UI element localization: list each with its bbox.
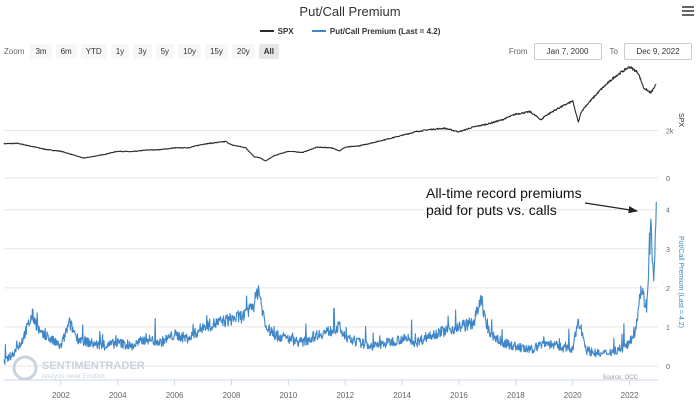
zoom-button-20y[interactable]: 20y	[231, 44, 255, 59]
x-tick-label: 2010	[279, 391, 297, 400]
y-axis-title: SPX	[677, 113, 684, 127]
watermark-brand: SENTIMENTRADER	[42, 360, 145, 372]
series-line-spx[interactable]	[3, 66, 657, 162]
zoom-button-3m[interactable]: 3m	[30, 44, 52, 59]
y-tick-label: 2	[666, 286, 670, 293]
zoom-button-3y[interactable]: 3y	[133, 44, 152, 59]
x-tick-label: 2018	[507, 391, 525, 400]
zoom-button-15y[interactable]: 15y	[204, 44, 228, 59]
range-from-input[interactable]: Jan 7, 2000	[533, 43, 602, 60]
annotation-arrow	[584, 202, 639, 214]
zoom-bar: Zoom 3m 6m YTD 1y 3y 5y 10y 15y 20y All	[4, 44, 283, 59]
y-tick-label: 0	[666, 176, 670, 183]
x-tick-label: 2002	[52, 391, 70, 400]
y-tick-label: 0	[666, 364, 670, 371]
legend-item-pcp[interactable]: Put/Call Premium (Last = 4.2)	[311, 26, 441, 36]
x-tick-label: 2012	[336, 391, 354, 400]
zoom-button-6m[interactable]: 6m	[55, 44, 77, 59]
legend: SPX Put/Call Premium (Last = 4.2)	[0, 25, 700, 36]
zoom-label: Zoom	[4, 47, 25, 56]
source-note: Source: OCC	[602, 375, 638, 381]
legend-item-spx[interactable]: SPX	[259, 26, 294, 36]
zoom-button-ytd[interactable]: YTD	[80, 44, 107, 59]
watermark-logo-icon	[12, 355, 38, 381]
zoom-button-10y[interactable]: 10y	[178, 44, 201, 59]
watermark-tagline: Analysis never Emotion	[42, 374, 105, 380]
legend-line-pcp-icon	[311, 30, 326, 32]
range-to-label: To	[609, 47, 618, 56]
range-to-input[interactable]: Dec 9, 2022	[624, 43, 692, 60]
x-tick-label: 2022	[621, 391, 639, 400]
zoom-button-1y[interactable]: 1y	[110, 44, 130, 59]
y-tick-label: 2k	[666, 129, 674, 136]
y-tick-label: 4	[666, 208, 670, 215]
legend-line-spx-icon	[259, 30, 274, 32]
annotation-line-2: paid for puts vs. calls	[426, 202, 557, 218]
series-line-put-call-premium[interactable]	[3, 201, 657, 365]
watermark: SENTIMENTRADER Analysis never Emotion	[12, 355, 145, 381]
x-tick-label: 2008	[223, 391, 241, 400]
legend-label-pcp: Put/Call Premium (Last = 4.2)	[329, 26, 441, 36]
y-axis-title: Put/Call Premium (Last = 4.2)	[677, 236, 684, 328]
y-tick-label: 1	[666, 325, 670, 332]
x-tick-label: 2006	[166, 391, 184, 400]
hamburger-menu-icon[interactable]	[682, 6, 694, 16]
chart-title: Put/Call Premium	[299, 4, 401, 19]
zoom-button-all[interactable]: All	[258, 44, 280, 59]
zoom-button-5y[interactable]: 5y	[155, 44, 175, 59]
legend-label-spx: SPX	[277, 26, 294, 36]
y-tick-label: 3	[666, 247, 670, 254]
x-tick-label: 2016	[450, 391, 468, 400]
annotation-line-1: All-time record premiums	[426, 185, 582, 201]
range-from-label: From	[508, 47, 528, 56]
x-tick-label: 2014	[393, 391, 411, 400]
date-range: From Jan 7, 2000 To Dec 9, 2022	[509, 43, 692, 60]
x-tick-label: 2020	[564, 391, 582, 400]
x-tick-label: 2004	[109, 391, 127, 400]
